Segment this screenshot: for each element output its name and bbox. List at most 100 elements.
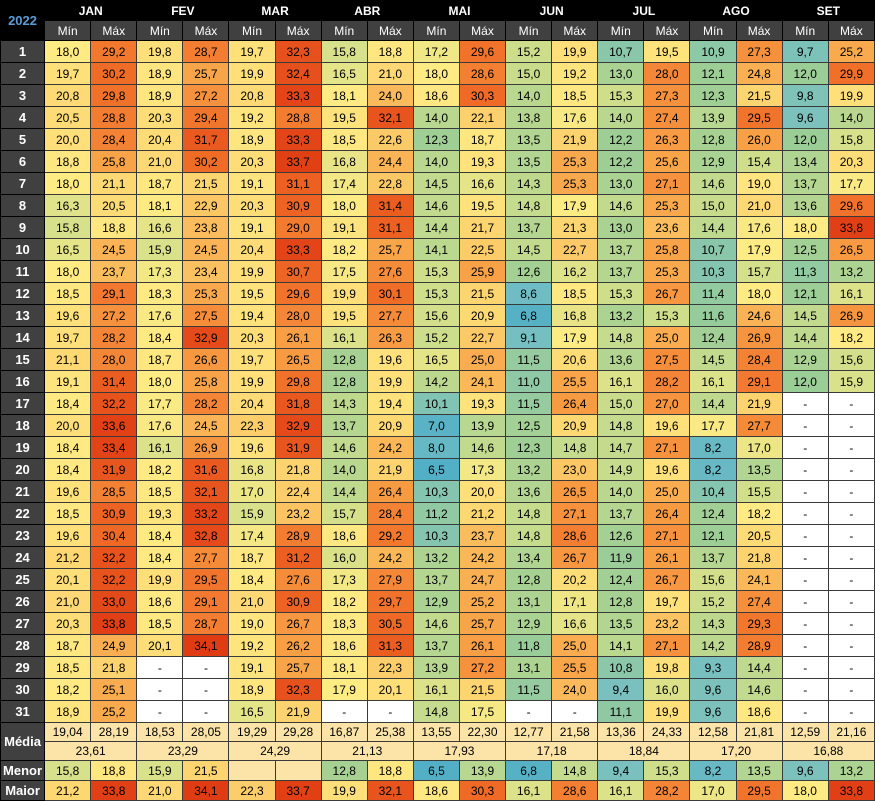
temp-cell: 10,4 (689, 480, 737, 503)
media-cell: 12,59 (781, 722, 829, 742)
media-cell: 16,87 (320, 722, 368, 742)
temp-cell: 12,3 (689, 84, 737, 107)
temp-cell: 8,2 (689, 436, 737, 459)
temp-cell: 18,4 (228, 568, 276, 591)
temp-cell: 32,1 (366, 106, 414, 129)
temp-cell: 11,1 (597, 700, 645, 723)
temp-cell: 21,1 (90, 172, 138, 195)
temp-cell: 25,7 (274, 656, 322, 679)
media-mean-cell: 17,93 (412, 741, 507, 761)
temp-cell: 20,2 (551, 568, 599, 591)
temp-cell: 25,2 (827, 40, 875, 63)
table-row: 21 19,6 28,5 18,5 32,1 17,0 22,4 14,4 26,4 10,3 20… (0, 480, 875, 503)
temp-cell: 14,6 (320, 436, 368, 459)
max-header: Máx (735, 20, 783, 41)
temp-cell: 29,2 (366, 524, 414, 547)
temp-cell: 20,3 (228, 150, 276, 173)
temp-cell: 17,6 (551, 106, 599, 129)
temp-cell: 11,8 (505, 634, 553, 657)
menor-cell: 18,8 (90, 760, 138, 781)
temp-cell: 19,9 (366, 370, 414, 393)
temp-cell: - (781, 678, 829, 701)
temp-cell: 19,1 (228, 656, 276, 679)
temp-cell: - (827, 612, 875, 635)
temp-cell: 21,2 (44, 546, 92, 569)
temp-cell: 21,8 (90, 656, 138, 679)
table-row: 27 20,3 33,8 18,5 28,7 19,0 26,7 18,3 30,5 14,6 25… (0, 612, 875, 635)
temp-cell: - (827, 700, 875, 723)
temp-cell: 12,9 (689, 150, 737, 173)
table-row: 28 18,7 24,9 20,1 34,1 19,2 26,2 18,6 31,3 13,7 26… (0, 634, 875, 657)
temp-cell: 12,8 (597, 590, 645, 613)
temp-cell: 14,0 (827, 106, 875, 129)
temp-cell: 23,7 (458, 524, 507, 547)
temp-cell: 32,3 (274, 678, 322, 701)
temp-cell: 10,9 (689, 40, 737, 63)
temp-cell: 28,4 (90, 128, 138, 151)
temp-cell: - (366, 700, 414, 723)
temp-cell: 25,2 (90, 700, 138, 723)
temp-cell: 16,6 (458, 172, 507, 195)
temp-cell: - (182, 700, 230, 723)
min-header: Mín (597, 20, 645, 41)
temp-cell: 31,4 (90, 370, 138, 393)
temp-cell: 7,0 (412, 414, 460, 437)
temp-cell: 31,7 (182, 128, 230, 151)
temp-cell: 14,2 (689, 634, 737, 657)
month-mai: MAI (412, 0, 507, 21)
temp-cell: 18,8 (366, 40, 414, 63)
day-label: 14 (0, 326, 46, 349)
temp-cell: 12,8 (320, 370, 368, 393)
temp-cell: 19,5 (320, 304, 368, 327)
temp-cell: 18,0 (412, 62, 460, 85)
temp-cell: - (136, 656, 184, 679)
temp-cell: 12,8 (320, 348, 368, 371)
day-label: 25 (0, 568, 46, 591)
temp-cell: 18,0 (136, 370, 184, 393)
temp-cell: 23,6 (643, 216, 691, 239)
temp-cell: 11,2 (412, 502, 460, 525)
temp-cell: 16,1 (689, 370, 737, 393)
temp-cell: - (827, 634, 875, 657)
temp-cell: 26,6 (182, 348, 230, 371)
table-row: 16 19,1 31,4 18,0 25,8 19,9 29,8 12,8 19,9 14,2 24… (0, 370, 875, 393)
temp-cell: 16,8 (320, 150, 368, 173)
temp-cell: 18,2 (320, 590, 368, 613)
temp-cell: 17,6 (735, 216, 783, 239)
temp-cell: 17,9 (320, 678, 368, 701)
temp-cell: 27,1 (643, 436, 691, 459)
temp-cell: 26,7 (643, 568, 691, 591)
temp-cell: 22,6 (366, 128, 414, 151)
temp-cell: 19,9 (228, 370, 276, 393)
temp-cell: 21,2 (458, 502, 507, 525)
temp-cell: 11,4 (689, 282, 737, 305)
temp-cell: 28,6 (551, 524, 599, 547)
temp-cell: 29,7 (366, 590, 414, 613)
temp-cell: 25,8 (90, 150, 138, 173)
temp-cell: 20,3 (228, 326, 276, 349)
temp-cell: 14,0 (597, 480, 645, 503)
temp-cell: 17,6 (136, 414, 184, 437)
temp-cell: 32,3 (274, 40, 322, 63)
table-row: 18 20,0 33,6 17,6 24,5 22,3 32,9 13,7 20,9 7,0 13,… (0, 414, 875, 437)
temp-cell: 18,2 (827, 326, 875, 349)
temp-cell: 14,1 (412, 238, 460, 261)
day-label: 2 (0, 62, 46, 85)
temp-cell: 25,5 (551, 370, 599, 393)
temp-cell: 14,3 (689, 612, 737, 635)
temp-cell: - (781, 436, 829, 459)
temp-cell: 17,0 (735, 436, 783, 459)
temp-cell: 13,4 (781, 150, 829, 173)
temp-cell: 33,3 (274, 128, 322, 151)
temp-cell: 28,6 (458, 62, 507, 85)
temp-cell: 9,4 (597, 678, 645, 701)
temp-cell: 13,6 (597, 348, 645, 371)
maior-cell: 19,9 (320, 780, 368, 801)
media-mean-cell: 18,84 (597, 741, 691, 761)
temp-cell: 30,7 (274, 260, 322, 283)
table-row: 26 21,0 33,0 18,6 29,1 21,0 30,9 18,2 29,7 12,9 25… (0, 590, 875, 613)
maior-label: Maior (0, 780, 46, 801)
temp-cell: 18,8 (90, 216, 138, 239)
temp-cell: 19,6 (366, 348, 414, 371)
menor-cell-empty (274, 760, 322, 781)
